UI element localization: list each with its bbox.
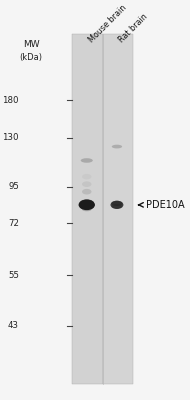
Ellipse shape: [112, 145, 122, 148]
Bar: [103, 34, 133, 384]
Text: PDE10A: PDE10A: [146, 200, 184, 210]
Ellipse shape: [78, 200, 95, 210]
Text: 43: 43: [8, 322, 19, 330]
Ellipse shape: [82, 208, 92, 211]
Ellipse shape: [110, 201, 124, 209]
Text: Mouse brain: Mouse brain: [87, 4, 128, 45]
Text: 55: 55: [8, 271, 19, 280]
Text: 180: 180: [2, 96, 19, 105]
Ellipse shape: [82, 199, 92, 203]
Ellipse shape: [81, 158, 93, 163]
Text: MW: MW: [23, 40, 39, 49]
Ellipse shape: [80, 204, 94, 210]
Ellipse shape: [112, 204, 122, 209]
Text: 130: 130: [2, 134, 19, 142]
Ellipse shape: [111, 201, 123, 206]
Ellipse shape: [82, 174, 92, 180]
Bar: [72, 34, 103, 384]
Text: Rat brain: Rat brain: [117, 12, 149, 45]
Ellipse shape: [82, 189, 92, 194]
Ellipse shape: [79, 200, 94, 206]
Text: 72: 72: [8, 219, 19, 228]
Text: 95: 95: [8, 182, 19, 191]
Text: (kDa): (kDa): [20, 53, 43, 62]
Ellipse shape: [82, 181, 92, 187]
